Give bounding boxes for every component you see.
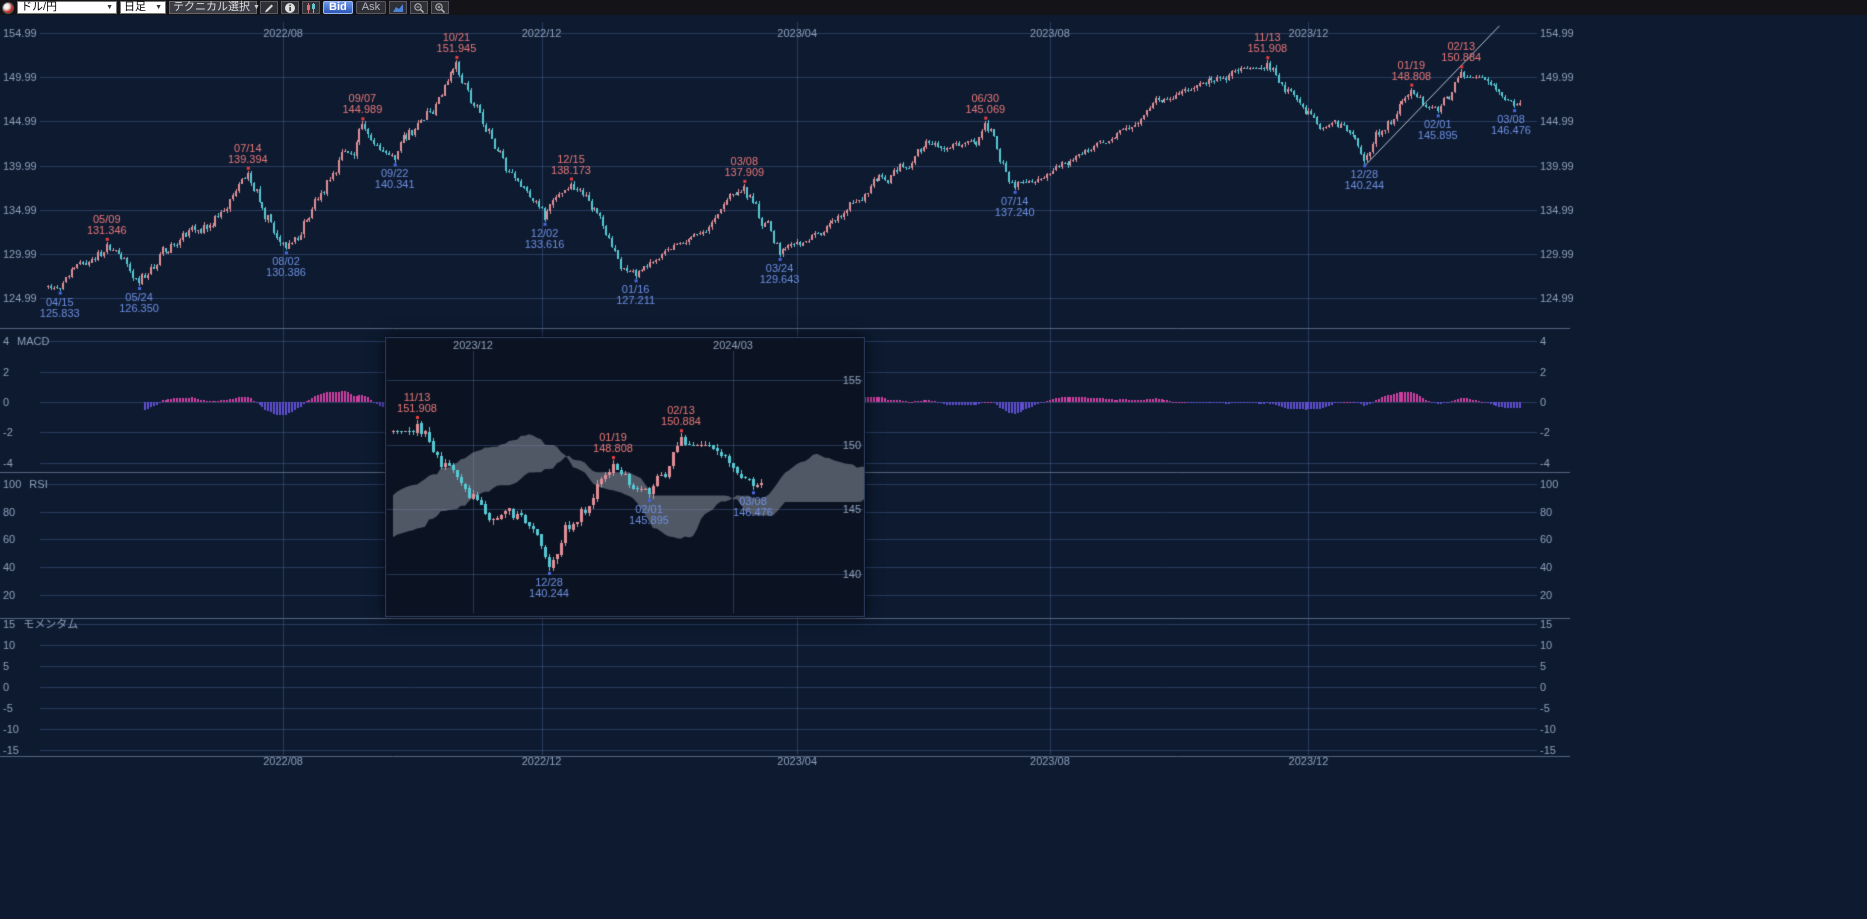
indicator-button[interactable]: [389, 1, 408, 14]
symbol-select-value: ドル/円: [21, 1, 58, 13]
zoom-out-button[interactable]: [410, 1, 429, 14]
info-icon: [285, 2, 295, 13]
toolbar: ドル/円 ▼ 日足 ▼ テクニカル選択 ▼: [0, 0, 1867, 15]
candlestick-icon: [307, 2, 315, 13]
zoom-out-icon: [414, 2, 425, 13]
area-chart-icon: [393, 3, 404, 12]
technical-select[interactable]: テクニカル選択 ▼: [169, 1, 260, 14]
chevron-down-icon: ▼: [106, 4, 113, 11]
info-button[interactable]: [281, 1, 299, 14]
technical-select-label: テクニカル選択: [173, 1, 250, 13]
draw-tool-button[interactable]: [260, 1, 278, 14]
zoom-in-button[interactable]: [431, 1, 450, 14]
chevron-down-icon: ▼: [155, 4, 162, 11]
bid-button[interactable]: Bid: [323, 1, 353, 14]
ask-button[interactable]: Ask: [355, 1, 387, 14]
app-logo-icon: [2, 1, 14, 14]
period-select-value: 日足: [124, 1, 146, 13]
chevron-down-icon: ▼: [253, 4, 260, 11]
pencil-icon: [265, 4, 273, 12]
period-select[interactable]: 日足 ▼: [120, 1, 166, 14]
zoom-in-icon: [435, 2, 446, 13]
chart-type-button[interactable]: [302, 1, 320, 14]
inset-chart-canvas[interactable]: [385, 337, 865, 617]
symbol-select[interactable]: ドル/円 ▼: [17, 1, 117, 14]
